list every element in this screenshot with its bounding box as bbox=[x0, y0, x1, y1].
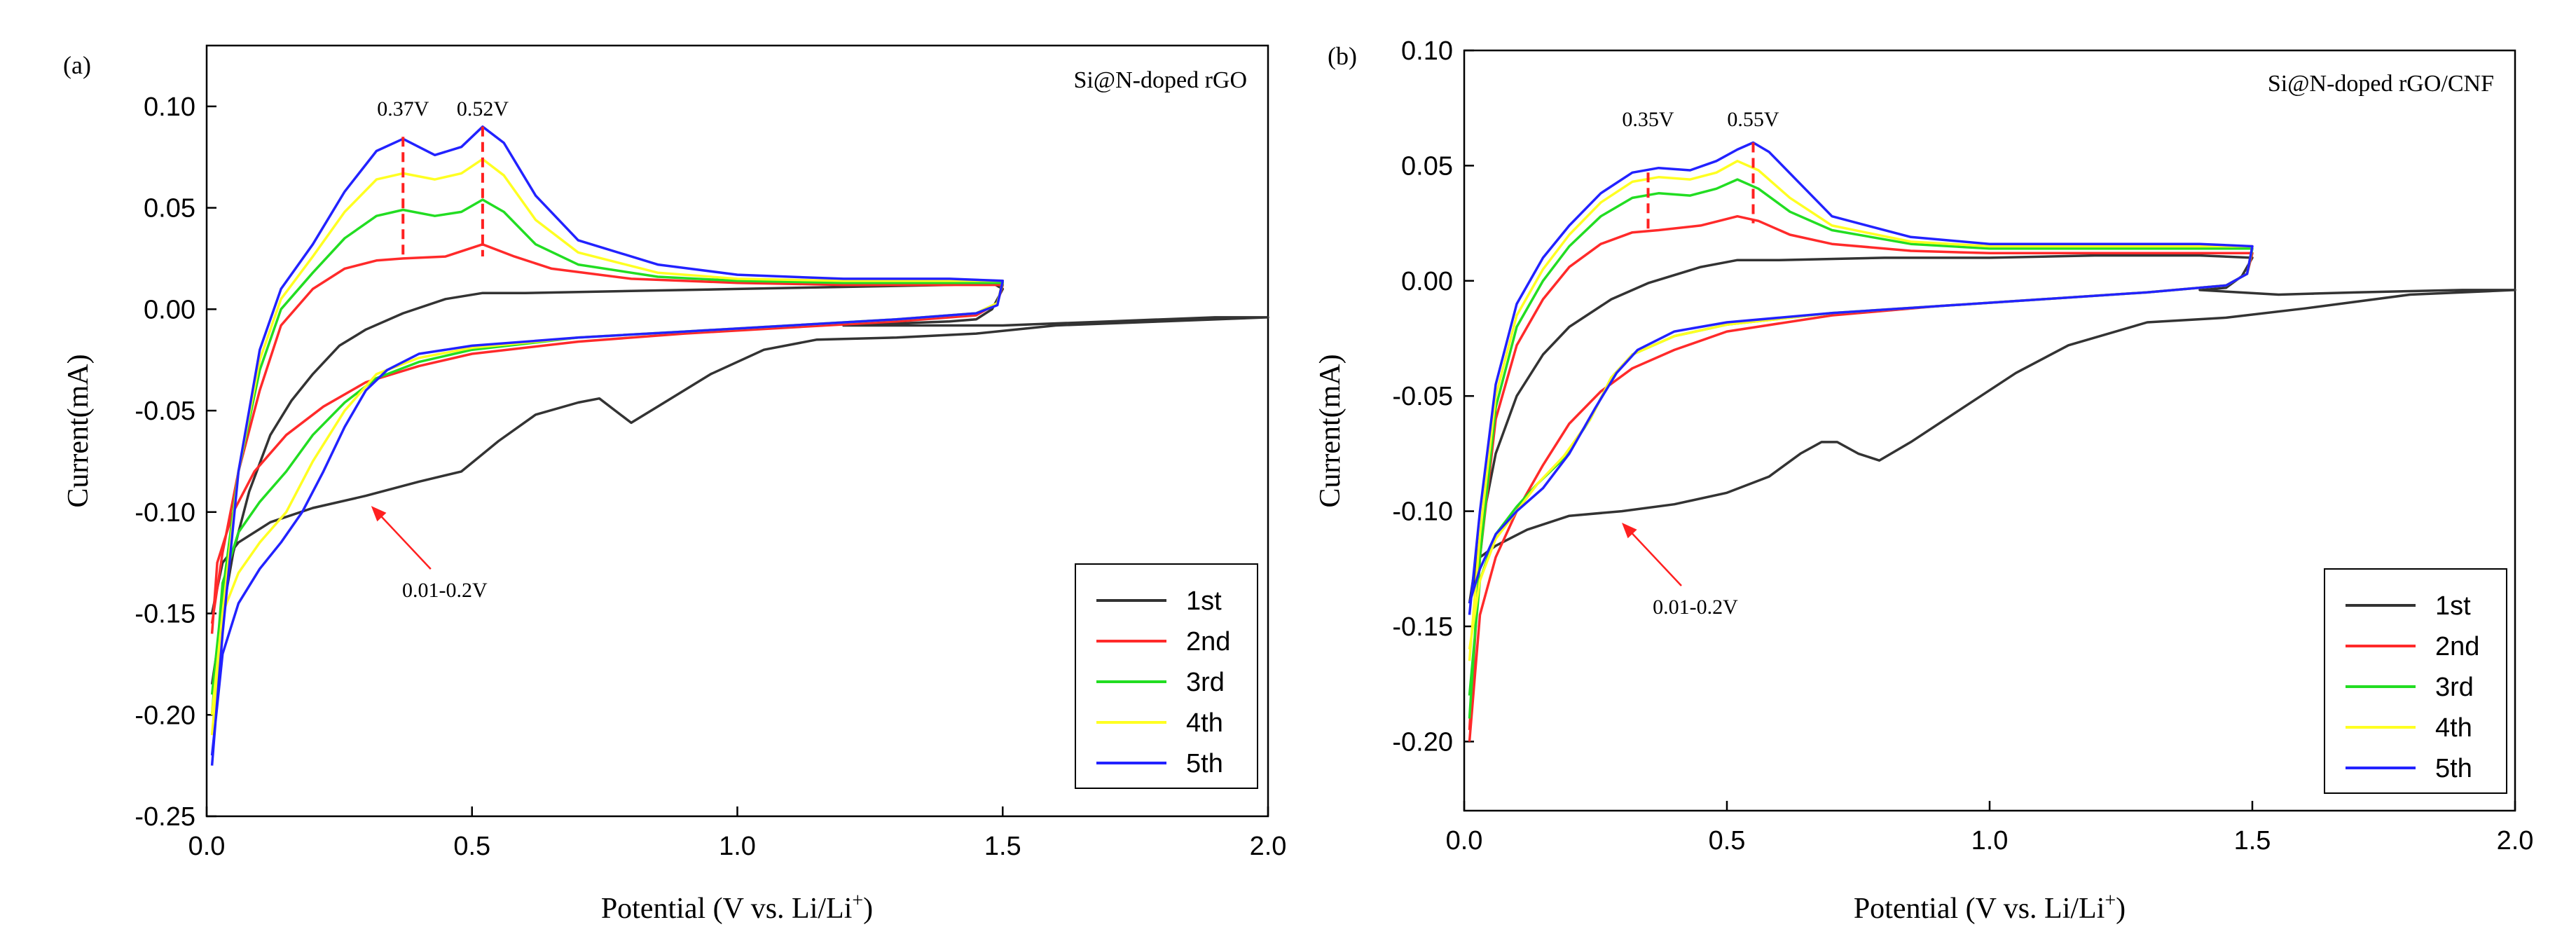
y-axis-label: Current(mA) bbox=[1314, 354, 1346, 507]
legend-label-1st: 1st bbox=[1186, 586, 1222, 616]
y-tick-label: -0.15 bbox=[1392, 612, 1453, 642]
y-axis-ticks: -0.25 -0.20 -0.15 -0.10 -0.05 0.00 0.05 0.10 bbox=[135, 92, 216, 832]
y-tick-label: -0.20 bbox=[135, 701, 195, 730]
panel-label: (b) bbox=[1328, 42, 1357, 70]
legend-label-4th: 4th bbox=[2435, 713, 2472, 743]
annotations: 0.37V 0.52V 0.01-0.2V bbox=[371, 97, 509, 602]
y-tick-label: 0.05 bbox=[1401, 151, 1453, 181]
x-tick-label: 2.0 bbox=[2497, 826, 2534, 856]
legend-label-1st: 1st bbox=[2435, 591, 2471, 621]
legend: 1st 2nd 3rd 4th 5th bbox=[1075, 563, 1258, 789]
legend-label-3rd: 3rd bbox=[1186, 668, 1225, 697]
legend-label-2nd: 2nd bbox=[2435, 632, 2479, 661]
x-tick-label: 1.0 bbox=[719, 832, 756, 861]
arrow-head bbox=[371, 506, 387, 522]
arrow-head bbox=[1622, 523, 1637, 539]
panel-label: (a) bbox=[63, 51, 91, 79]
cv-curves bbox=[210, 125, 1269, 766]
y-tick-label: -0.15 bbox=[135, 600, 195, 629]
series-4th-line bbox=[210, 158, 1005, 736]
chart-title: Si@N-doped rGO bbox=[1073, 67, 1247, 93]
y-tick-label: -0.05 bbox=[135, 397, 195, 426]
series-2nd-line bbox=[210, 242, 1005, 634]
x-tick-label: 0.5 bbox=[1709, 826, 1746, 856]
series-3rd-line bbox=[210, 198, 1005, 715]
legend-label-4th: 4th bbox=[1186, 708, 1223, 738]
series-1st-line bbox=[1468, 254, 2516, 604]
legend-box bbox=[1075, 563, 1258, 789]
y-tick-label: 0.05 bbox=[144, 194, 195, 224]
chart-title: Si@N-doped rGO/CNF bbox=[2268, 71, 2494, 97]
panel-a: (a) -0.25 -0.20 -0.15 -0.10 -0.05 0.00 0.05 0.1… bbox=[62, 44, 1287, 925]
peak-label-1: 0.35V bbox=[1622, 108, 1674, 131]
x-tick-label: 1.0 bbox=[1971, 826, 2009, 856]
y-tick-label: 0.10 bbox=[1401, 36, 1453, 66]
legend-label-3rd: 3rd bbox=[2435, 673, 2474, 702]
y-tick-label: 0.00 bbox=[144, 295, 195, 324]
annotations: 0.35V 0.55V 0.01-0.2V bbox=[1622, 108, 1779, 619]
panel-b: (b) -0.20 -0.15 -0.10 -0.05 0.00 0.05 0.10 0.0… bbox=[1314, 36, 2533, 925]
legend-label-5th: 5th bbox=[2435, 754, 2472, 783]
series-2nd-line bbox=[1468, 214, 2254, 742]
y-axis-label: Current(mA) bbox=[62, 354, 95, 507]
peak-label-1: 0.37V bbox=[377, 97, 429, 121]
x-axis-ticks: 0.0 0.5 1.0 1.5 2.0 bbox=[1446, 801, 2534, 856]
y-tick-label: 0.00 bbox=[1401, 267, 1453, 296]
x-axis-label: Potential (V vs. Li/Li+) bbox=[601, 890, 873, 925]
arrow-label: 0.01-0.2V bbox=[402, 579, 488, 602]
series-5th-line bbox=[210, 125, 1005, 766]
y-tick-label: 0.10 bbox=[144, 92, 195, 122]
legend-label-5th: 5th bbox=[1186, 749, 1223, 778]
y-axis-ticks: -0.20 -0.15 -0.10 -0.05 0.00 0.05 0.10 bbox=[1392, 36, 1474, 757]
x-axis-ticks: 0.0 0.5 1.0 1.5 2.0 bbox=[188, 806, 1287, 861]
y-tick-label: -0.25 bbox=[135, 802, 195, 832]
y-tick-label: -0.10 bbox=[1392, 497, 1453, 527]
x-tick-label: 0.0 bbox=[1446, 826, 1483, 856]
x-tick-label: 0.5 bbox=[453, 832, 490, 861]
cv-curves bbox=[1468, 141, 2516, 742]
series-1st-line bbox=[210, 281, 1269, 685]
arrow-line bbox=[1625, 526, 1682, 586]
arrow-label: 0.01-0.2V bbox=[1653, 596, 1738, 619]
peak-label-2: 0.55V bbox=[1727, 108, 1779, 131]
arrow-line bbox=[374, 509, 432, 570]
x-tick-label: 1.5 bbox=[2234, 826, 2271, 856]
x-tick-label: 2.0 bbox=[1250, 832, 1287, 861]
legend-box bbox=[2324, 568, 2507, 794]
peak-label-2: 0.52V bbox=[457, 97, 509, 121]
legend-label-2nd: 2nd bbox=[1186, 627, 1230, 657]
series-3rd-line bbox=[1468, 178, 2254, 719]
y-tick-label: -0.10 bbox=[135, 498, 195, 528]
y-tick-label: -0.05 bbox=[1392, 382, 1453, 411]
x-tick-label: 1.5 bbox=[984, 832, 1021, 861]
x-tick-label: 0.0 bbox=[188, 832, 226, 861]
legend: 1st 2nd 3rd 4th 5th bbox=[2324, 568, 2507, 794]
y-tick-label: -0.20 bbox=[1392, 727, 1453, 757]
x-axis-label: Potential (V vs. Li/Li+) bbox=[1854, 890, 2126, 925]
series-5th-line bbox=[1468, 141, 2254, 615]
